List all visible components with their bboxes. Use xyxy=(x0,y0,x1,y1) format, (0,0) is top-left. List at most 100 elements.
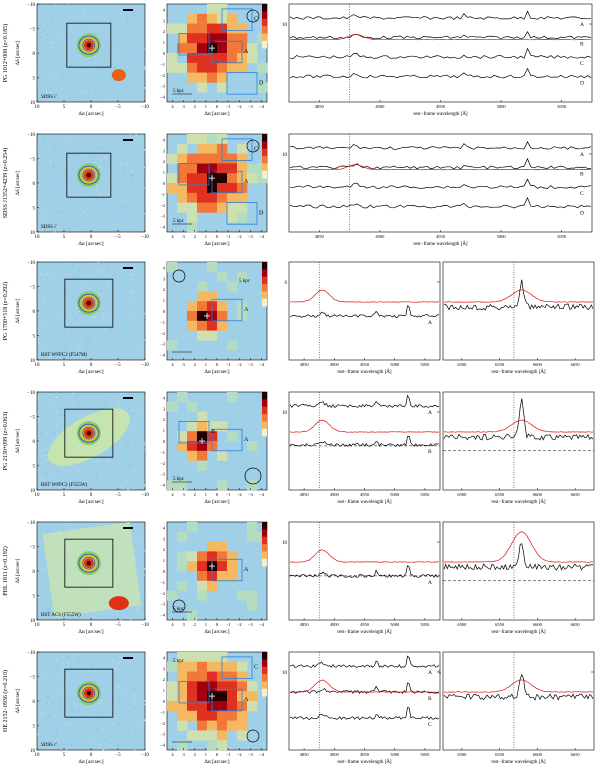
y-tick-label: 1 xyxy=(163,558,165,563)
spectrum-panel: 6500 6550 6600 6650 rest−frame wavelength [Å… xyxy=(442,521,595,635)
map-pixel xyxy=(187,671,198,682)
noise-pixel xyxy=(40,713,43,715)
noise-pixel xyxy=(127,452,130,455)
noise-pixel xyxy=(40,273,42,275)
spectrum-line xyxy=(289,196,592,209)
region-box xyxy=(211,558,243,582)
noise-pixel xyxy=(139,341,142,343)
noise-pixel xyxy=(43,468,45,470)
colorbar-segment xyxy=(262,262,267,270)
spectrum-frame xyxy=(288,651,441,751)
y-tick-label: −3 xyxy=(160,732,166,737)
noise-pixel xyxy=(96,184,98,187)
noise-pixel xyxy=(59,708,61,710)
x-tick-label: −4 xyxy=(259,362,265,367)
y-tick-label: 2 xyxy=(163,287,165,292)
x-tick-label: 6600 xyxy=(533,752,543,757)
map-pixel xyxy=(207,671,218,682)
map-pixel xyxy=(207,681,218,692)
noise-pixel xyxy=(91,524,93,526)
noise-pixel xyxy=(43,204,45,207)
map-pixel xyxy=(167,691,178,702)
noise-pixel xyxy=(99,193,101,195)
spectrum-label: A xyxy=(428,320,432,326)
noise-pixel xyxy=(131,727,133,729)
noise-pixel xyxy=(45,6,48,8)
x-tick-label: 5050 xyxy=(420,492,430,497)
y-tick-label: 0 xyxy=(163,439,166,444)
x-tick-label: 3 xyxy=(183,234,186,239)
map-pixel xyxy=(177,173,188,184)
noise-pixel xyxy=(138,283,141,286)
x-tick-label: 0 xyxy=(216,752,219,757)
noise-pixel xyxy=(118,80,120,83)
colorbar-segment xyxy=(262,421,267,430)
noise-pixel xyxy=(54,230,56,233)
img-ylabel: Δδ [arcsec] xyxy=(15,170,21,195)
map-pixel xyxy=(177,431,188,442)
colorbar-segment xyxy=(262,406,267,415)
noise-pixel xyxy=(114,657,116,660)
noise-pixel xyxy=(64,222,67,225)
spectrum-xlabel: rest−frame wavelength [Å] xyxy=(491,629,546,635)
noise-pixel xyxy=(137,435,139,437)
colorbar-segment xyxy=(262,40,267,49)
y-tick-label: −3 xyxy=(160,472,166,477)
noise-pixel xyxy=(105,276,107,279)
img-ylabel: Δδ [arcsec] xyxy=(15,40,21,65)
colorbar-segment xyxy=(262,33,267,42)
noise-pixel xyxy=(58,522,61,524)
map-pixel xyxy=(187,561,198,572)
noise-pixel xyxy=(65,524,67,527)
x-tick-label: 4850 xyxy=(300,622,310,627)
colorbar-segment xyxy=(262,170,267,179)
map-pixel xyxy=(197,134,208,145)
contour xyxy=(82,168,96,182)
map-pixel xyxy=(217,450,228,461)
noise-pixel xyxy=(120,38,122,40)
noise-pixel xyxy=(120,188,123,191)
y-tick-label: 3 xyxy=(163,406,166,411)
noise-pixel xyxy=(107,194,109,196)
y-tick-label: 10 xyxy=(30,359,36,364)
x-tick-label: 6600 xyxy=(533,362,543,367)
region-box xyxy=(226,202,258,225)
map-pixel xyxy=(227,701,238,712)
noise-pixel xyxy=(82,738,85,741)
noise-pixel xyxy=(121,487,123,489)
noise-pixel xyxy=(103,157,106,160)
beam-circle xyxy=(246,729,260,743)
region-label: D xyxy=(259,80,264,86)
galaxy-nucleus xyxy=(86,560,92,566)
x-tick-label: −3 xyxy=(248,622,254,627)
map-panel: A B 5 kpc 4 4 3 3 2 2 1 1 0 0 −1 −1 −2 −2 −3 −3 −4 −4 Δα [arc… xyxy=(160,391,268,505)
noise-pixel xyxy=(127,441,129,444)
y-tick-label: 4 xyxy=(163,137,166,142)
noise-pixel xyxy=(132,692,135,695)
map-pixel xyxy=(207,72,218,83)
figure-row-4: HST WFPC2 (F555W) 10 −10 5 −5 0 0 −5 5 −10 10 Δα [a… xyxy=(0,388,600,516)
map-pixel xyxy=(217,62,228,73)
noise-pixel xyxy=(98,166,101,169)
map-pixel xyxy=(177,23,188,34)
noise-pixel xyxy=(130,170,133,173)
y-tick-label: 0 xyxy=(33,570,36,575)
noise-pixel xyxy=(115,668,118,670)
noise-pixel xyxy=(104,749,106,752)
noise-pixel xyxy=(49,679,52,681)
map-pixel xyxy=(167,480,178,491)
y-tick-label: 3 xyxy=(163,148,166,153)
noise-pixel xyxy=(137,606,139,609)
map-pixel xyxy=(187,661,198,672)
noise-pixel xyxy=(127,489,129,491)
noise-pixel xyxy=(132,291,135,294)
map-pixel xyxy=(247,53,258,64)
noise-pixel xyxy=(37,599,40,601)
colorbar-segment xyxy=(262,551,267,560)
noise-pixel xyxy=(41,421,44,424)
noise-pixel xyxy=(42,673,45,676)
noise-pixel xyxy=(112,334,115,337)
noise-pixel xyxy=(99,263,102,266)
x-tick-label: 4950 xyxy=(436,234,446,239)
